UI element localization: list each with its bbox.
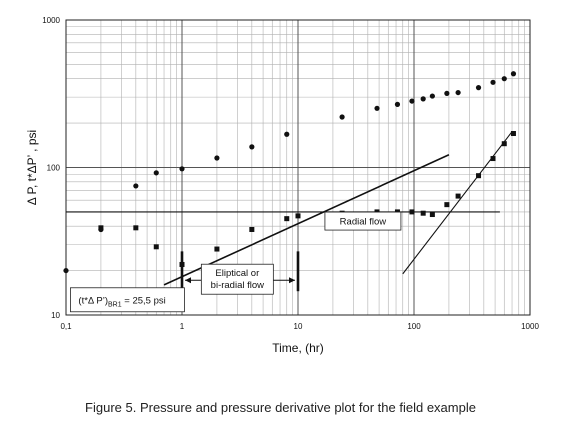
derivative-point	[420, 210, 426, 216]
derivative-point	[510, 131, 516, 137]
x-tick-label: 1	[180, 322, 185, 331]
derivative-point	[476, 173, 482, 179]
derivative-point	[490, 156, 496, 162]
pressure-point	[475, 85, 482, 91]
pressure-point	[444, 90, 450, 96]
x-tick-label: 1000	[521, 322, 539, 331]
plot-frame	[65, 19, 531, 316]
y-tick-label: 10	[51, 311, 60, 320]
derivative-value-box	[70, 287, 185, 313]
pressure-point	[339, 114, 345, 120]
derivative-point	[455, 193, 461, 199]
x-tick-label: 10	[294, 322, 303, 331]
derivative-point	[501, 141, 507, 147]
pressure-point	[409, 98, 415, 104]
radial-flow-box	[324, 211, 402, 231]
elliptical-flow-label-line1: Eliptical or	[215, 268, 259, 279]
pressure-point	[510, 71, 517, 77]
regime-arrowhead-right	[289, 277, 295, 284]
pressure-point	[394, 101, 401, 107]
pressure-point	[284, 131, 290, 137]
y-tick-label: 1000	[42, 16, 60, 25]
pressure-point	[490, 79, 496, 85]
pressure-point	[214, 155, 220, 161]
pressure-point	[455, 89, 461, 96]
y-axis-label: Δ P, t*ΔP’ , psi	[25, 130, 39, 205]
x-tick-label: 100	[407, 322, 421, 331]
pressure-derivative-chart: 0,1 1 10 100 1000 10 100 1000 Time, (hr) Δ P, …	[25, 16, 539, 355]
derivative-point	[133, 225, 139, 231]
derivative-point	[214, 246, 220, 252]
derivative-point	[429, 212, 435, 218]
pressure-point	[249, 144, 255, 150]
x-tick-label: 0,1	[60, 322, 72, 331]
derivative-point	[444, 202, 450, 208]
derivative-point	[98, 225, 104, 231]
y-tick-labels: 10 100 1000	[42, 16, 60, 320]
x-tick-labels: 0,1 1 10 100 1000	[60, 322, 539, 331]
data-markers	[63, 71, 517, 274]
radial-flow-label: Radial flow	[340, 217, 387, 228]
pressure-point	[179, 166, 185, 172]
pressure-point	[63, 267, 69, 274]
trend-line	[163, 154, 450, 286]
derivative-point	[249, 226, 255, 232]
trend-line	[402, 131, 513, 275]
elliptical-flow-label-line2: bi-radial flow	[211, 280, 264, 291]
pressure-point	[420, 96, 426, 102]
trend-lines	[66, 131, 513, 286]
derivative-value-label: (t*Δ P’)BR1 = 25,5 psi	[78, 295, 165, 308]
elliptical-flow-box	[200, 263, 274, 295]
pressure-point	[429, 93, 435, 99]
derivative-point	[153, 244, 159, 250]
pressure-point	[501, 76, 507, 82]
pressure-point	[374, 105, 380, 111]
figure-caption: Figure 5. Pressure and pressure derivati…	[85, 400, 476, 415]
derivative-point	[409, 209, 415, 215]
pressure-point	[153, 170, 159, 176]
pressure-point	[133, 183, 139, 189]
derivative-point	[295, 213, 301, 219]
derivative-point	[284, 216, 290, 222]
y-tick-label: 100	[47, 164, 61, 173]
regime-arrowhead-left	[185, 277, 191, 284]
x-axis-label: Time, (hr)	[272, 341, 324, 355]
